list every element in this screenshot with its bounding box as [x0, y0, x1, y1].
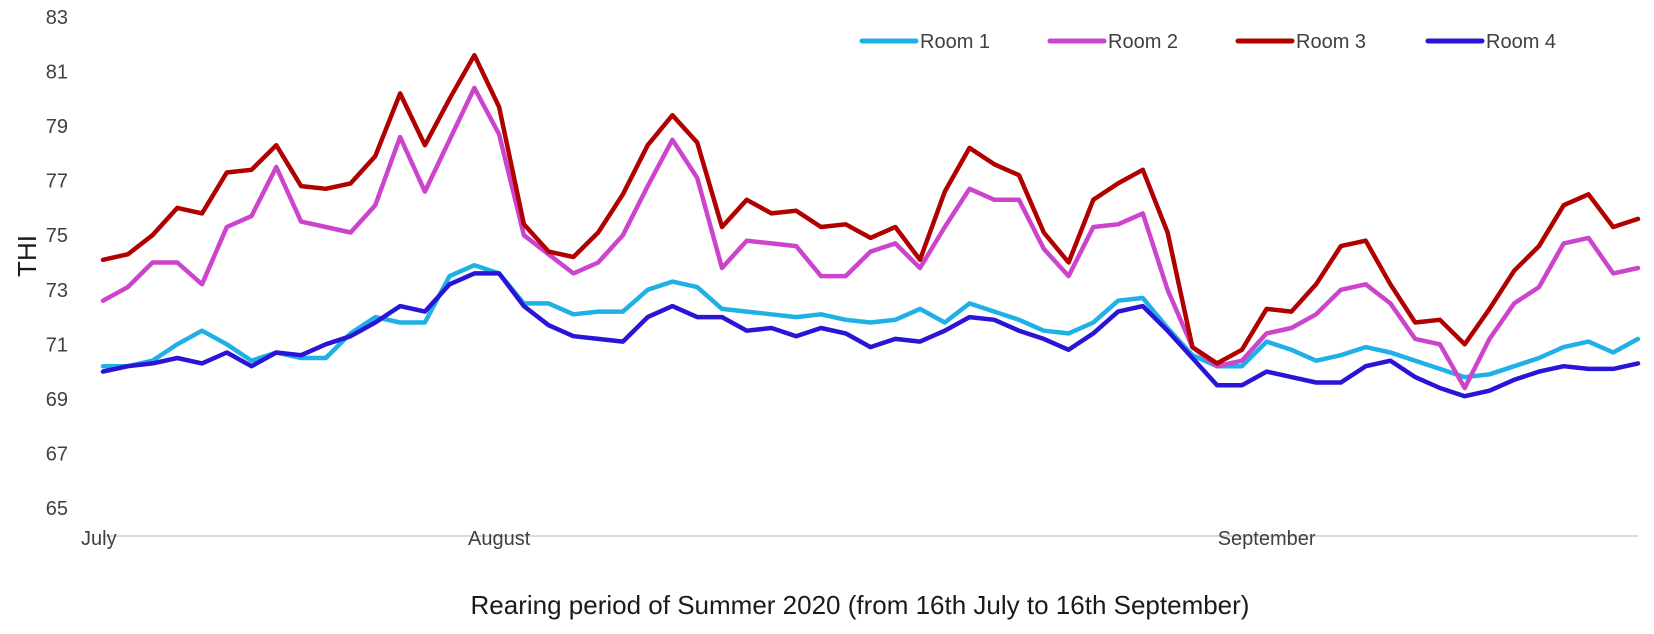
series-line-room-4 [100, 271, 1641, 399]
x-tick-label: September [1218, 528, 1316, 550]
y-tick-label: 65 [46, 498, 68, 520]
series-line-room-2 [100, 85, 1641, 391]
y-tick-label: 81 [46, 62, 68, 84]
series-line-room-1 [100, 262, 1641, 380]
y-tick-label: 73 [46, 280, 68, 302]
x-axis: July August September [81, 528, 1638, 550]
y-tick-label: 77 [46, 171, 68, 193]
legend-item-room-2: Room 2 [1047, 31, 1178, 53]
series-line-room-3 [100, 52, 1641, 366]
legend-label: Room 1 [920, 31, 990, 53]
legend-item-room-1: Room 1 [859, 31, 990, 53]
y-tick-label: 69 [46, 389, 68, 411]
y-axis-title: THI [12, 235, 42, 277]
legend-label: Room 3 [1296, 31, 1366, 53]
y-tick-label: 71 [46, 334, 68, 356]
x-tick-label: August [468, 528, 531, 550]
series-lines [100, 52, 1641, 399]
y-tick-label: 79 [46, 116, 68, 138]
legend-label: Room 2 [1108, 31, 1178, 53]
y-tick-label: 75 [46, 225, 68, 247]
legend-item-room-3: Room 3 [1235, 31, 1366, 53]
y-axis: 65 67 69 71 73 75 77 79 81 83 [46, 7, 68, 520]
legend: Room 1 Room 2 Room 3 Room 4 [859, 31, 1556, 53]
x-tick-label: July [81, 528, 117, 550]
y-tick-label: 67 [46, 443, 68, 465]
legend-item-room-4: Room 4 [1425, 31, 1556, 53]
legend-label: Room 4 [1486, 31, 1556, 53]
x-axis-title: Rearing period of Summer 2020 (from 16th… [471, 590, 1250, 620]
y-tick-label: 83 [46, 7, 68, 29]
